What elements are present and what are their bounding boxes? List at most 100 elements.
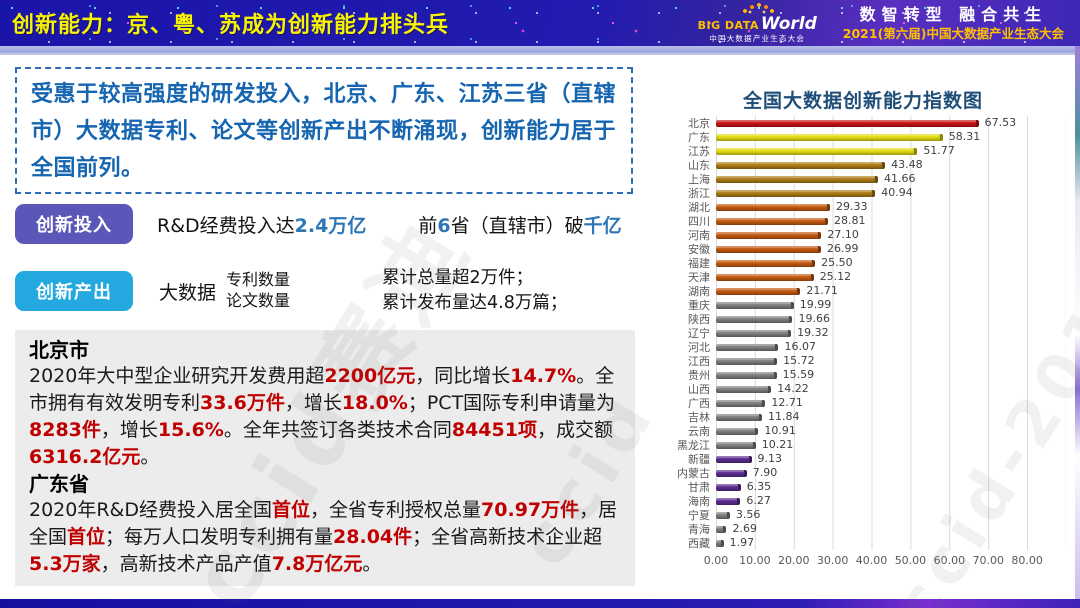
chart-row: 云南 10.91 <box>660 424 1066 438</box>
output-badge: 创新产出 <box>15 271 133 311</box>
text-segment: ；全省高新技术企业超 <box>412 526 603 548</box>
chart-row: 广东 58.31 <box>660 130 1066 144</box>
text-segment: 前 <box>418 214 438 237</box>
chart-axis-tick: 60.00 <box>933 554 966 567</box>
chart-plot-area: 10.91 <box>716 424 1066 438</box>
chart-row: 黑龙江 10.21 <box>660 438 1066 452</box>
chart-category-label: 江西 <box>688 355 710 368</box>
chart-value-label: 40.94 <box>881 186 913 199</box>
chart-plot-area: 6.27 <box>716 494 1066 508</box>
chart-plot-area: 1.97 <box>716 536 1066 550</box>
chart-category-label: 黑龙江 <box>677 439 710 452</box>
chart-row: 山东 43.48 <box>660 158 1066 172</box>
chart-plot-area: 29.33 <box>716 200 1066 214</box>
chart-category-label: 吉林 <box>688 411 710 424</box>
chart-row: 上海 41.66 <box>660 172 1066 186</box>
highlighted-value: 5.3万家 <box>29 553 101 575</box>
chart-row: 广西 12.71 <box>660 396 1066 410</box>
chart-bar <box>716 343 779 351</box>
chart-plot-area: 3.56 <box>716 508 1066 522</box>
chart-value-label: 21.71 <box>806 284 838 297</box>
chart-bar <box>716 189 876 197</box>
chart-category-label: 湖北 <box>688 201 710 214</box>
chart-value-label: 67.53 <box>984 116 1017 129</box>
text-segment: ，增长 <box>100 419 158 441</box>
chart-axis-tick: 50.00 <box>894 554 927 567</box>
chart-rows: 北京 67.53 广东 58.31 江苏 51.77 山东 43.48 上海 41.66 浙江 40.… <box>660 116 1066 550</box>
chart-category-label: 新疆 <box>688 453 710 466</box>
highlighted-value: 84451项 <box>451 419 537 441</box>
chart-category-label: 江苏 <box>688 145 710 158</box>
text-segment: 2020年R&D经费投入居全国 <box>29 499 273 521</box>
event-name: 2021(第六届)中国大数据产业生态大会 <box>842 26 1064 42</box>
text-segment: ，居全国 <box>29 499 618 548</box>
chart-row: 四川 28.81 <box>660 214 1066 228</box>
chart-bar <box>716 175 878 183</box>
chart-bar <box>716 539 724 547</box>
chart-row: 甘肃 6.35 <box>660 480 1066 494</box>
chart-bar <box>716 259 816 267</box>
chart-plot-area: 58.31 <box>716 130 1066 144</box>
text-segment: ，同比增长 <box>415 365 511 387</box>
logo-dots-icon <box>737 3 778 15</box>
chart-value-label: 6.27 <box>746 494 771 507</box>
chart-plot-area: 11.84 <box>716 410 1066 424</box>
chart-plot-area: 14.22 <box>716 382 1066 396</box>
output-results: 累计总量超2万件； 累计发布量达4.8万篇； <box>382 266 567 317</box>
chart-row: 陕西 19.66 <box>660 312 1066 326</box>
chart-plot-area: 26.99 <box>716 242 1066 256</box>
chart-plot-area: 28.81 <box>716 214 1066 228</box>
chart-bar <box>716 413 763 421</box>
chart-bar <box>716 497 741 505</box>
text-segment: 省（直辖市）破 <box>450 214 584 237</box>
text-segment: ；PCT国际专利申请量为 <box>407 392 616 414</box>
output-categories: 专利数量 论文数量 <box>226 270 290 312</box>
highlighted-value: 6316.2亿元 <box>29 446 141 468</box>
chart-value-label: 15.59 <box>782 368 815 381</box>
highlighted-value: 15.6% <box>157 419 224 441</box>
chart-value-label: 26.99 <box>826 242 859 255</box>
chart-category-label: 宁夏 <box>688 509 710 522</box>
highlighted-value: 2.4万亿 <box>294 214 367 237</box>
chart-value-label: 19.99 <box>799 298 832 311</box>
chart-bar <box>716 441 756 449</box>
chart-bar <box>716 231 822 239</box>
highlighted-value: 千亿 <box>583 214 622 237</box>
chart-bar <box>716 161 886 169</box>
text-segment: 。 <box>362 553 382 575</box>
output-result-papers: 累计发布量达4.8万篇； <box>382 293 568 313</box>
investment-text-2: 前6省（直辖市）破千亿 <box>418 211 621 238</box>
chart-bar <box>716 483 741 491</box>
chart-value-label: 16.07 <box>784 340 816 353</box>
chart-row: 西藏 1.97 <box>660 536 1066 550</box>
highlighted-value: 8283件 <box>29 419 101 441</box>
chart-category-label: 北京 <box>688 117 710 130</box>
logo-wordmark: BIG DATA World <box>697 14 817 35</box>
chart-value-label: 10.91 <box>764 424 796 437</box>
text-segment: R&D经费投入达 <box>157 214 295 237</box>
chart-bar <box>716 273 814 281</box>
chart-value-label: 15.72 <box>783 354 815 367</box>
chart-plot-area: 27.10 <box>716 228 1066 242</box>
chart-plot-area: 43.48 <box>716 158 1066 172</box>
text-segment: 2020年大中型企业研究开发费用超 <box>29 365 325 387</box>
bottom-bar <box>0 599 1080 608</box>
chart-axis-tick: 0.00 <box>703 554 729 567</box>
chart-bar <box>716 329 792 337</box>
chart-value-label: 9.13 <box>757 452 783 465</box>
chart-plot-area: 19.99 <box>716 298 1066 312</box>
chart-bar <box>716 455 752 463</box>
highlighted-value: 28.04件 <box>333 526 413 548</box>
chart-plot-area: 19.32 <box>716 326 1066 340</box>
highlighted-value: 首位 <box>272 499 311 521</box>
chart-row: 辽宁 19.32 <box>660 326 1066 340</box>
chart-plot-area: 15.59 <box>716 368 1066 382</box>
chart-category-label: 天津 <box>688 271 710 284</box>
chart-category-label: 广东 <box>688 131 710 144</box>
chart-plot-area: 2.69 <box>716 522 1066 536</box>
chart-plot-area: 21.71 <box>716 284 1066 298</box>
innovation-output-row: 创新产出 大数据 专利数量 论文数量 累计总量超2万件； 累计发布量达4.8万篇… <box>15 262 665 320</box>
innovation-index-chart: 北京 67.53 广东 58.31 江苏 51.77 山东 43.48 上海 41.66 浙江 40.… <box>660 116 1066 570</box>
chart-value-label: 7.90 <box>752 466 778 479</box>
